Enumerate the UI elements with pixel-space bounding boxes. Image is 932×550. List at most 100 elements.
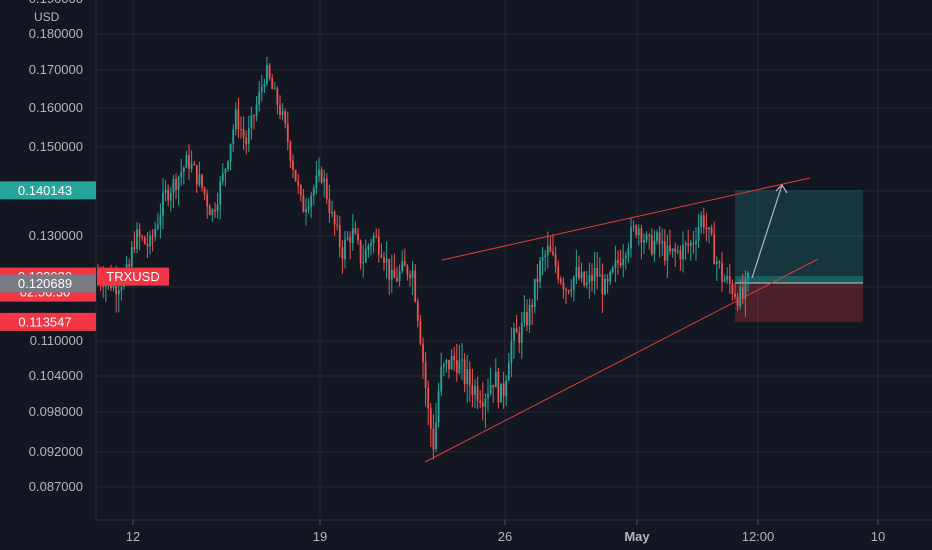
candle-body [598, 274, 601, 277]
candle-body [341, 247, 344, 260]
candle-body [305, 209, 307, 213]
candle-body [505, 380, 508, 396]
candle-body [650, 234, 653, 255]
candle-body [143, 237, 146, 244]
candle-body [284, 111, 287, 124]
candle-body [502, 383, 505, 396]
lower-trendline[interactable] [424, 258, 819, 463]
candle-body [458, 360, 461, 373]
candle-body [674, 248, 677, 252]
upper-trendline[interactable] [441, 177, 811, 261]
candle-body [710, 227, 713, 235]
y-tick-label: 0.150000 [29, 139, 83, 154]
candle-body [609, 271, 612, 282]
x-tick-label: 12 [126, 529, 140, 544]
candle-body [518, 332, 521, 343]
candle-body [167, 189, 170, 201]
stop-price-label: 0.113547 [0, 312, 96, 331]
candle-body [242, 129, 245, 138]
candle-body [507, 362, 510, 381]
candle-body [229, 143, 232, 162]
candle-body [312, 187, 315, 196]
candle-body [310, 195, 313, 207]
candle-body [250, 115, 253, 129]
candle-body [494, 371, 497, 388]
candle-body [138, 229, 141, 237]
loss-zone[interactable] [735, 283, 863, 322]
candle-body [411, 270, 414, 278]
candle-body [401, 261, 404, 272]
candle-body [575, 266, 578, 277]
candle-body [450, 355, 453, 370]
candle-body [346, 237, 349, 240]
candle-body [396, 277, 398, 282]
x-tick-label: 10 [871, 529, 885, 544]
candle-body [552, 251, 554, 255]
candle-body [273, 88, 276, 90]
candle-body [697, 226, 700, 241]
svg-text:0.113547: 0.113547 [18, 314, 71, 329]
candle-body [489, 384, 492, 394]
candle-body [286, 123, 289, 143]
candle-body [190, 163, 193, 169]
time-axis[interactable]: 12 19 26 May 12:00 10 [0, 519, 932, 550]
y-tick-label: 0.180000 [29, 26, 83, 41]
candle-body [453, 355, 456, 360]
candle-body [567, 290, 570, 292]
candle-body [268, 65, 271, 79]
candle-body [232, 129, 235, 144]
y-tick-label: 0.092000 [29, 444, 83, 459]
candle-body [375, 236, 378, 238]
candle-body [349, 237, 352, 243]
y-tick-label: 0.190000 [29, 0, 83, 6]
candle-body [388, 258, 391, 280]
candle-body [557, 266, 560, 280]
candle-body [289, 142, 292, 161]
candle-body [687, 243, 690, 246]
candle-body [611, 267, 614, 272]
candle-body [435, 422, 437, 450]
candle-body [364, 249, 367, 262]
candle-body [676, 250, 679, 252]
candle-body [541, 256, 544, 261]
candle-body [627, 248, 630, 256]
candle-body [115, 282, 118, 295]
candle-body [357, 233, 359, 241]
candle-body [247, 128, 250, 144]
candle-body [240, 129, 242, 131]
x-tick-label: 12:00 [742, 529, 775, 544]
candle-body [513, 328, 515, 341]
candle-body [149, 235, 151, 247]
candle-body [728, 275, 731, 284]
candle-body [367, 246, 370, 250]
profit-zone[interactable] [735, 190, 863, 283]
candle-body [258, 91, 261, 105]
candle-body [734, 293, 736, 297]
candle-body [195, 165, 198, 185]
x-tick-label: 26 [498, 529, 512, 544]
candle-body [198, 174, 201, 185]
candle-body [648, 234, 651, 236]
candle-body [593, 268, 596, 282]
candle-body [266, 65, 268, 84]
y-tick-label: 0.098000 [29, 404, 83, 419]
projection-arrow[interactable] [751, 184, 783, 279]
candle-body [663, 241, 666, 261]
price-axis[interactable]: USD 0.190000 0.180000 0.170000 0.160000 0.15… [0, 0, 97, 520]
candle-body [700, 215, 703, 227]
candle-body [487, 393, 489, 399]
candle-body [476, 386, 479, 402]
candle-body [604, 278, 606, 295]
candle-body [721, 262, 723, 282]
candle-body [128, 264, 131, 267]
candle-body [549, 245, 552, 252]
position-zones [735, 190, 863, 322]
candle-body [323, 178, 326, 183]
entry-price-label: 0.120689 [0, 274, 96, 293]
candle-body [658, 232, 661, 244]
candle-body [172, 178, 175, 193]
candle-body [466, 369, 469, 385]
candle-body [739, 286, 742, 307]
candle-body [637, 228, 640, 236]
